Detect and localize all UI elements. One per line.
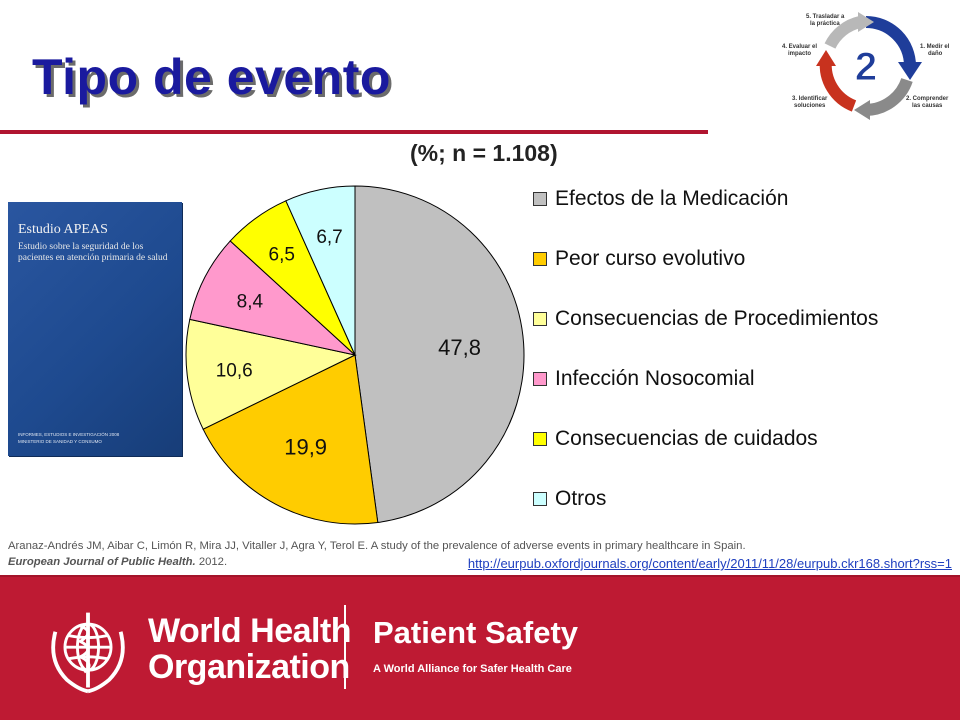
- cycle-step-1-line1: 1. Medir el: [920, 44, 950, 50]
- legend-swatch-2: [533, 312, 547, 326]
- citation-journal: European Journal of Public Health.: [8, 556, 196, 568]
- who-wordmark-line2: Organization: [148, 648, 350, 686]
- improvement-cycle-diagram: 2 5. Trasladar a la práctica 1. Medir el…: [782, 12, 951, 120]
- book-cover-image: Estudio APEAS Estudio sobre la seguridad…: [8, 202, 182, 456]
- legend-label-2: Consecuencias de Procedimientos: [555, 307, 879, 330]
- pie-chart: 47,8 19,9 10,6 8,4 6,5 6,7: [185, 185, 525, 525]
- cycle-arrowhead-lightgray: [858, 12, 874, 32]
- pie-slice-5: [285, 185, 356, 356]
- legend-label-4: Consecuencias de cuidados: [555, 427, 818, 450]
- cycle-step-2-line1: 2. Comprender: [906, 96, 949, 102]
- cycle-step-4-line2: impacto: [788, 51, 811, 57]
- pie-slice-3: [189, 240, 357, 356]
- book-subtitle: Estudio sobre la seguridad de los pacien…: [18, 242, 168, 263]
- cycle-arrowhead-red: [816, 50, 836, 66]
- footer-divider: [344, 605, 346, 689]
- cycle-arrowhead-gray: [854, 100, 870, 120]
- cycle-arrow-red: [819, 59, 857, 112]
- who-wordmark-line1: World Health: [148, 612, 352, 650]
- pie-slice-1: [202, 354, 379, 525]
- pie-data-label-1: 19,9: [284, 434, 327, 459]
- who-wordmark: World Health Organization: [148, 612, 352, 686]
- legend-label-3: Infección Nosocomial: [555, 367, 755, 390]
- cycle-arrow-lightgray: [824, 16, 862, 49]
- legend-label-0: Efectos de la Medicación: [555, 187, 789, 210]
- cycle-step-3: 3. Identificar soluciones: [792, 96, 829, 109]
- patient-safety-title: Patient Safety: [373, 615, 579, 650]
- legend-item-5: Otros: [533, 484, 606, 514]
- book-title: Estudio APEAS: [18, 222, 108, 237]
- slide-title: Tipo de evento: [32, 49, 391, 105]
- cycle-step-3-line2: soluciones: [794, 103, 826, 109]
- cycle-arrowhead-blue: [898, 62, 922, 80]
- legend-item-0: Efectos de la Medicación: [533, 184, 788, 214]
- cycle-step-5-line2: la práctica: [810, 21, 840, 27]
- chart-subtitle: (%; n = 1.108): [410, 140, 558, 166]
- patient-safety-tagline: A World Alliance for Safer Health Care: [373, 663, 572, 675]
- cycle-step-1: 1. Medir el daño: [920, 44, 951, 57]
- citation-text: Aranaz-Andrés JM, Aibar C, Limón R, Mira…: [8, 540, 746, 552]
- pie-data-label-5: 6,7: [316, 227, 342, 248]
- legend-label-1: Peor curso evolutivo: [555, 247, 746, 270]
- footer-top-line: [0, 575, 960, 577]
- legend-label-5: Otros: [555, 487, 607, 510]
- pie-data-label-3: 8,4: [237, 292, 264, 313]
- cycle-arrow-gray: [865, 77, 913, 116]
- legend-swatch-0: [533, 192, 547, 206]
- pie-data-label-0: 47,8: [438, 335, 481, 360]
- cycle-step-5-line1: 5. Trasladar a: [806, 14, 845, 20]
- cycle-arrow-blue: [865, 16, 916, 67]
- citation: Aranaz-Andrés JM, Aibar C, Limón R, Mira…: [8, 538, 952, 570]
- cycle-step-3-line1: 3. Identificar: [792, 96, 828, 102]
- cycle-step-2-line2: las causas: [912, 103, 943, 109]
- who-emblem-icon: [51, 612, 125, 694]
- pie-data-label-4: 6,5: [269, 245, 295, 266]
- citation-link[interactable]: http://eurpub.oxfordjournals.org/content…: [467, 556, 952, 571]
- pie-slice-0: [354, 185, 525, 524]
- citation-year: 2012.: [198, 556, 228, 568]
- pie-data-label-2: 10,6: [216, 361, 253, 382]
- cycle-step-4: 4. Evaluar el impacto: [782, 44, 819, 57]
- legend-swatch-3: [533, 372, 547, 386]
- legend-item-2: Consecuencias de Procedimientos: [533, 304, 878, 334]
- cycle-step-2: 2. Comprender las causas: [906, 96, 950, 109]
- cycle-step-4-line1: 4. Evaluar el: [782, 44, 817, 50]
- legend-swatch-1: [533, 252, 547, 266]
- legend-swatch-5: [533, 492, 547, 506]
- footer-banner: World Health Organization Patient Safety…: [0, 575, 960, 720]
- legend-item-4: Consecuencias de cuidados: [533, 424, 818, 454]
- cycle-step-1-line2: daño: [928, 51, 943, 57]
- legend-item-3: Infección Nosocomial: [533, 364, 755, 394]
- legend-item-1: Peor curso evolutivo: [533, 244, 745, 274]
- legend-swatch-4: [533, 432, 547, 446]
- book-footer-line1: INFORMES, ESTUDIOS E INVESTIGACIÓN 2008: [18, 432, 120, 437]
- book-footer-line2: MINISTERIO DE SANIDAD Y CONSUMO: [18, 439, 102, 444]
- cycle-number: 2: [855, 45, 877, 89]
- cycle-step-5: 5. Trasladar a la práctica: [806, 14, 846, 27]
- title-underline: [0, 130, 708, 134]
- pie-slice-2: [185, 318, 357, 430]
